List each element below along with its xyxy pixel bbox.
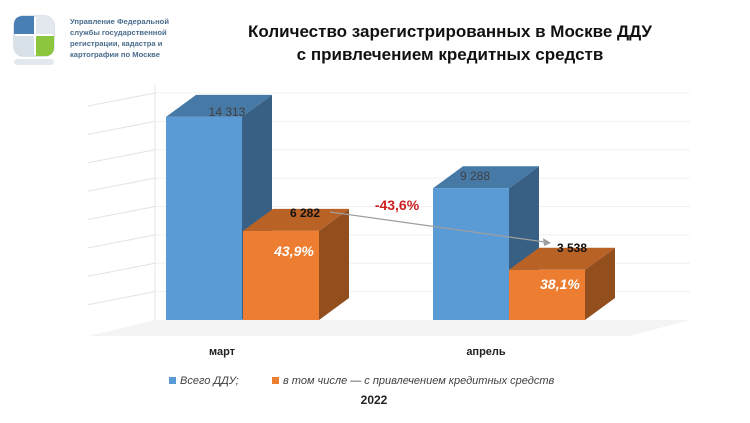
bar-credit-март xyxy=(243,208,349,320)
legend-label-total: Всего ДДУ; xyxy=(180,375,239,387)
bar-credit-апрель-side xyxy=(585,247,615,320)
legend-label-credit: в том числе — с привлечением кредитных с… xyxy=(283,375,555,387)
gridline-left xyxy=(87,177,156,192)
gridline-left xyxy=(87,291,156,306)
value-label-credit-april: 3 538 xyxy=(557,241,587,255)
x-axis-label-year: 2022 xyxy=(361,393,388,407)
change-arrow-line xyxy=(329,211,546,243)
share-label-april: 38,1% xyxy=(540,276,580,292)
legend-swatch-credit xyxy=(272,377,279,384)
gridline-left xyxy=(87,262,156,277)
gridline-left xyxy=(87,206,156,220)
gridline-left xyxy=(87,234,156,249)
bar-total-март-front xyxy=(166,116,242,320)
value-label-total-march: 14 313 xyxy=(209,105,246,119)
legend-swatch-total xyxy=(169,377,176,384)
bar-credit-апрель xyxy=(509,247,615,320)
chart-title-line-1: Количество зарегистрированных в Москве Д… xyxy=(247,22,652,41)
chart-floor xyxy=(88,320,690,336)
bar-total-март xyxy=(166,94,272,320)
category-label-march: март xyxy=(209,346,236,358)
organization-name: Управление Федеральной службы государств… xyxy=(70,17,169,59)
bar-total-апрель-front xyxy=(433,188,509,320)
chart-title-line-2: с привлечением кредитных средств xyxy=(296,45,604,64)
gridline-left xyxy=(87,120,156,135)
value-label-total-april: 9 288 xyxy=(460,169,490,183)
legend: Всего ДДУ; в том числе — с привлечением … xyxy=(169,375,555,387)
change-label: -43,6% xyxy=(375,197,420,213)
category-label-april: апрель xyxy=(466,346,506,358)
chart-title: Количество зарегистрированных в Москве Д… xyxy=(190,20,710,66)
bar-total-март-top xyxy=(166,94,272,117)
gridline-left xyxy=(87,92,156,107)
value-label-credit-march: 6 282 xyxy=(290,206,320,220)
bar-credit-март-front xyxy=(243,230,319,320)
bars xyxy=(166,94,615,320)
organization-logo-block: Управление Федеральной службы государств… xyxy=(12,12,182,72)
bar-credit-апрель-front xyxy=(509,269,585,320)
gridline-left xyxy=(87,149,156,164)
bar-credit-март-top xyxy=(243,208,349,231)
share-label-march: 43,9% xyxy=(273,243,314,259)
bar-total-апрель-top xyxy=(433,166,539,189)
rosreestr-logo-icon xyxy=(13,15,55,65)
change-arrow-head xyxy=(543,238,551,246)
bar-credit-март-side xyxy=(319,208,349,320)
bar-credit-апрель-top xyxy=(509,247,615,270)
